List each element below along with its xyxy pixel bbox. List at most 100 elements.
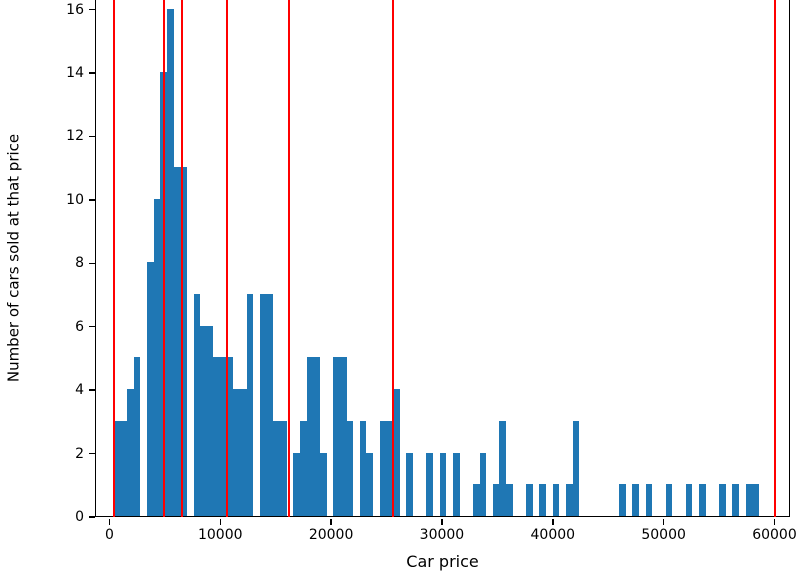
- x-tick-label: 20000: [308, 527, 354, 543]
- histogram-bar: [632, 484, 640, 516]
- histogram-bar: [339, 357, 347, 516]
- histogram-bar: [346, 420, 354, 516]
- histogram-bar: [539, 484, 547, 516]
- x-tick-mark: [552, 518, 554, 525]
- histogram-bar: [146, 262, 154, 516]
- histogram-bar: [565, 484, 573, 516]
- histogram-bar: [526, 484, 533, 516]
- y-tick-label: 0: [75, 509, 84, 525]
- x-tick-mark: [108, 518, 111, 525]
- histogram-bar: [379, 420, 387, 516]
- x-tick-label: 40000: [530, 527, 576, 543]
- x-tick-label: 60000: [752, 527, 797, 543]
- histogram-bar: [406, 452, 413, 516]
- histogram-bar: [752, 484, 759, 516]
- y-tick-mark: [89, 8, 95, 11]
- x-tick-label: 10000: [197, 527, 243, 543]
- histogram-bar: [306, 357, 314, 516]
- quantile-line: [774, 0, 777, 517]
- histogram-bar: [506, 484, 513, 516]
- histogram-bar: [732, 484, 739, 516]
- y-tick-label: 16: [66, 1, 84, 18]
- y-tick-label: 14: [66, 64, 84, 81]
- histogram-bar: [120, 420, 128, 516]
- histogram-bar: [319, 452, 327, 516]
- x-tick-label: 50000: [641, 527, 686, 543]
- histogram-bar: [226, 357, 234, 516]
- plot-area: [95, 0, 790, 517]
- y-tick-label: 8: [75, 255, 84, 272]
- histogram-bar: [153, 198, 161, 516]
- histogram-bar: [273, 420, 280, 516]
- y-tick-mark: [89, 72, 95, 74]
- x-tick-mark: [662, 518, 665, 525]
- histogram-bar: [173, 167, 181, 516]
- histogram-bar: [619, 484, 626, 516]
- quantile-line: [225, 0, 228, 517]
- histogram-bar: [206, 325, 214, 516]
- histogram-bar: [439, 452, 447, 516]
- y-tick-mark: [89, 135, 95, 138]
- y-tick-mark: [89, 389, 95, 391]
- histogram-bar: [260, 293, 267, 516]
- histogram-bar: [552, 484, 560, 516]
- x-axis-label: Car price: [406, 552, 479, 571]
- histogram-bar: [200, 325, 207, 516]
- y-tick-label: 12: [66, 128, 84, 145]
- quantile-line: [181, 0, 184, 517]
- y-tick-mark: [89, 452, 95, 455]
- y-tick-label: 4: [75, 382, 84, 399]
- histogram-bar: [393, 389, 400, 516]
- histogram-bar: [718, 484, 726, 516]
- x-tick-mark: [441, 518, 443, 525]
- histogram-bar: [166, 8, 174, 516]
- quantile-line: [162, 0, 165, 517]
- histogram-bar: [299, 420, 307, 516]
- histogram-bar: [698, 484, 706, 516]
- histogram-bar: [240, 389, 247, 516]
- x-tick-mark: [330, 518, 332, 525]
- histogram-bar: [280, 420, 287, 516]
- histogram-bar: [333, 357, 340, 516]
- x-tick-label: 30000: [419, 527, 465, 543]
- histogram-bar: [180, 167, 187, 516]
- x-tick-label: 0: [104, 527, 114, 543]
- histogram-bar: [113, 420, 121, 516]
- histogram-bar: [127, 389, 134, 516]
- histogram-bar: [220, 357, 227, 516]
- y-tick-mark: [89, 262, 95, 264]
- histogram-bar: [572, 420, 580, 516]
- histogram-bar: [246, 293, 254, 516]
- histogram-bar: [293, 452, 300, 516]
- y-tick-mark: [89, 325, 95, 328]
- histogram-bar: [313, 357, 320, 516]
- histogram-bar: [386, 420, 394, 516]
- histogram-bar: [645, 484, 653, 516]
- x-tick-mark: [219, 518, 221, 525]
- quantile-line: [287, 0, 290, 517]
- x-tick-mark: [773, 518, 776, 525]
- y-tick-mark: [89, 199, 95, 201]
- histogram-bar: [133, 357, 141, 516]
- histogram-bar: [366, 452, 374, 516]
- y-tick-mark: [89, 516, 95, 518]
- y-tick-label: 6: [75, 318, 84, 335]
- histogram-bar: [499, 420, 507, 516]
- quantile-line: [392, 0, 395, 517]
- y-axis-label: Number of cars sold at that price: [4, 133, 23, 383]
- histogram-bar: [472, 484, 480, 516]
- histogram-bar: [266, 293, 274, 516]
- histogram-bar: [359, 420, 367, 516]
- histogram-bar: [193, 293, 201, 516]
- histogram-bar: [213, 357, 221, 516]
- histogram-bar: [426, 452, 433, 516]
- y-tick-label: 10: [66, 191, 84, 208]
- histogram-bar: [233, 389, 241, 516]
- histogram-bar: [665, 484, 673, 516]
- y-tick-label: 2: [75, 445, 84, 462]
- histogram-bar: [492, 484, 500, 516]
- quantile-line: [112, 0, 115, 517]
- histogram-bar: [479, 452, 487, 516]
- histogram-bar: [685, 484, 693, 516]
